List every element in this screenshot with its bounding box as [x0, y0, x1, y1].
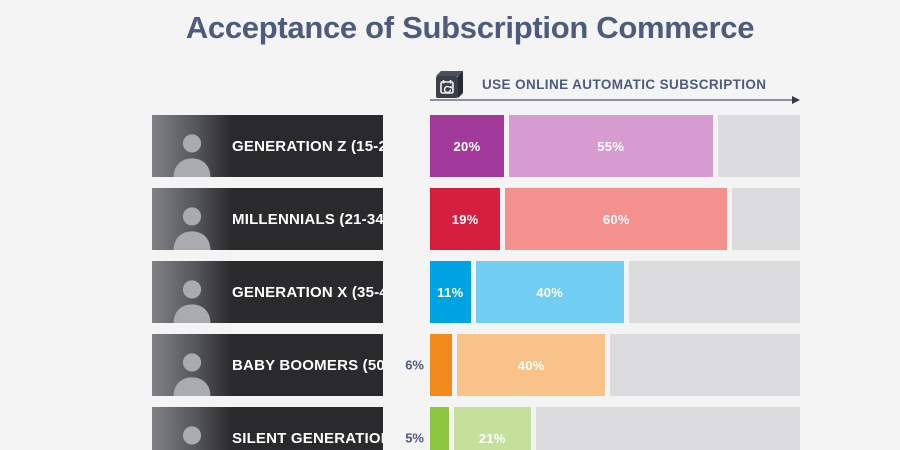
segment-value-label: 21% — [478, 430, 506, 446]
bar-segment-primary: 11% — [430, 261, 471, 323]
photo-woman-with-tablet-icon — [152, 334, 232, 396]
segment-value-label: 60% — [602, 211, 630, 227]
bar-segment-remainder — [610, 334, 800, 396]
outside-percent-label: 5% — [405, 430, 424, 446]
bar-segment-primary — [430, 407, 449, 450]
bar-segment-secondary: 60% — [505, 188, 728, 250]
bar-segment-secondary: 21% — [453, 407, 532, 450]
segment-value-label: 40% — [517, 357, 545, 373]
category-label-generation-x: GENERATION X (35-49) — [152, 261, 383, 323]
segment-value-label: 11% — [437, 284, 464, 300]
segment-value-label: 40% — [536, 284, 564, 300]
category-label-millennials: MILLENNIALS (21-34) — [152, 188, 383, 250]
row-silent-generation: SILENT GENERATION (65+) 5% 21% — [152, 407, 800, 450]
bar-segment-remainder — [717, 115, 800, 177]
axis-header: USE ONLINE AUTOMATIC SUBSCRIPTION — [432, 68, 802, 101]
bar-segment-primary: 20% — [430, 115, 504, 177]
bar-segment-primary — [430, 334, 453, 396]
bar-segment-remainder — [628, 261, 800, 323]
category-label-text: GENERATION Z (15-20) — [232, 137, 383, 155]
bar-baby-boomers: 40% — [430, 334, 800, 396]
photo-woman-with-phone-icon — [152, 188, 232, 250]
axis-arrow-icon — [430, 96, 800, 104]
bar-segment-secondary: 40% — [475, 261, 624, 323]
photo-young-man-with-cap-icon — [152, 115, 232, 177]
category-label-text: GENERATION X (35-49) — [232, 283, 383, 301]
bar-segment-remainder — [536, 407, 800, 450]
photo-older-man-reading-icon — [152, 407, 232, 450]
axis-label: USE ONLINE AUTOMATIC SUBSCRIPTION — [482, 77, 767, 92]
bar-millennials: 19% 60% — [430, 188, 800, 250]
row-baby-boomers: BABY BOOMERS (50-64) 6% 40% — [152, 334, 800, 396]
bar-segment-primary: 19% — [430, 188, 501, 250]
segment-value-label: 20% — [453, 138, 481, 154]
row-millennials: MILLENNIALS (21-34) 19% 60% — [152, 188, 800, 250]
bar-segment-secondary: 55% — [509, 115, 713, 177]
page-title: Acceptance of Subscription Commerce — [185, 10, 755, 45]
category-label-silent-generation: SILENT GENERATION (65+) — [152, 407, 383, 450]
chart-rows: GENERATION Z (15-20) 20% 55% MILLENNIALS… — [152, 115, 800, 450]
bar-generation-x: 11% 40% — [430, 261, 800, 323]
row-generation-z: GENERATION Z (15-20) 20% 55% — [152, 115, 800, 177]
segment-value-label: 55% — [597, 138, 625, 154]
category-label-generation-z: GENERATION Z (15-20) — [152, 115, 383, 177]
subscription-box-icon — [432, 68, 468, 101]
bar-silent-generation: 21% — [430, 407, 800, 450]
bar-generation-z: 20% 55% — [430, 115, 800, 177]
category-label-text: SILENT GENERATION (65+) — [232, 429, 383, 447]
row-generation-x: GENERATION X (35-49) 11% 40% — [152, 261, 800, 323]
segment-value-label: 19% — [451, 211, 479, 227]
bar-segment-secondary: 40% — [457, 334, 606, 396]
photo-man-reading-document-icon — [152, 261, 232, 323]
bar-segment-remainder — [732, 188, 800, 250]
category-label-text: MILLENNIALS (21-34) — [232, 210, 383, 228]
outside-percent-label: 6% — [405, 357, 424, 373]
category-label-baby-boomers: BABY BOOMERS (50-64) — [152, 334, 383, 396]
category-label-text: BABY BOOMERS (50-64) — [232, 356, 383, 374]
